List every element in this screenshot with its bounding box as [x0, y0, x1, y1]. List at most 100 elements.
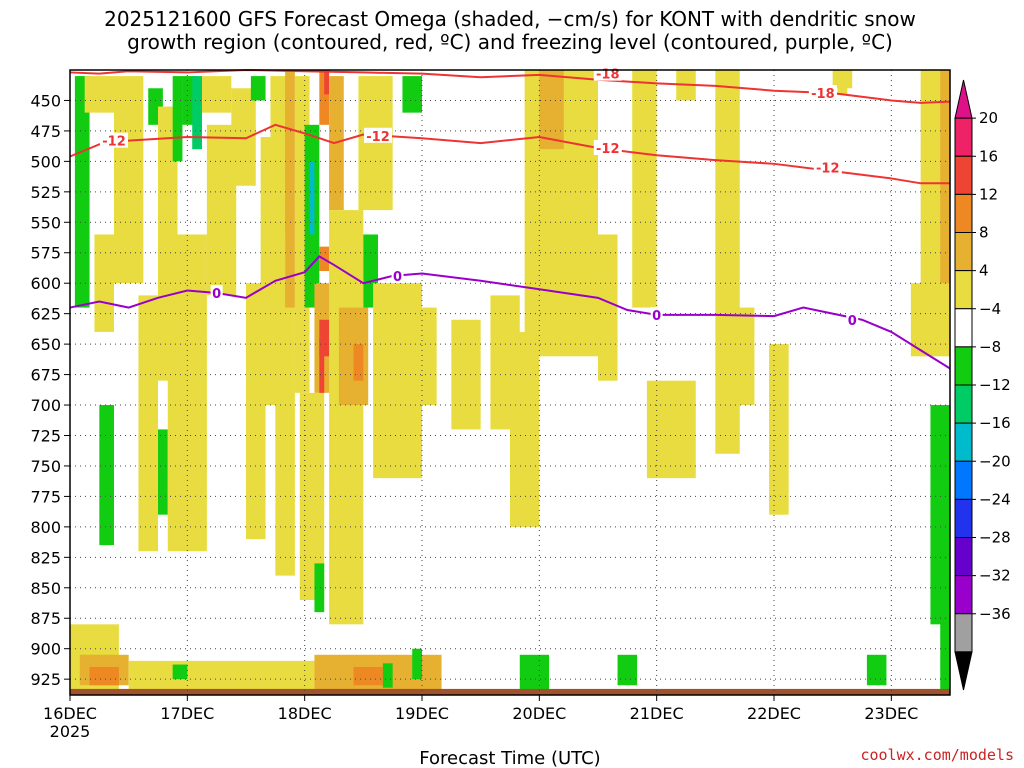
omega-cell	[646, 380, 696, 479]
omega-cell	[930, 405, 950, 625]
contour-label: 0	[393, 270, 402, 285]
contour-label: 0	[848, 314, 857, 329]
omega-cell	[382, 663, 393, 688]
omega-cell	[192, 76, 202, 150]
contour-label-bg	[846, 311, 859, 327]
y-tick-label: 525	[30, 183, 61, 202]
omega-cell	[319, 70, 330, 125]
colorbar-segment	[954, 498, 973, 538]
contour-label: -18	[596, 68, 620, 83]
contour-line	[69, 255, 951, 370]
colorbar-segment	[954, 117, 973, 157]
contour-label-bg	[100, 132, 128, 148]
contour-label: 0	[652, 309, 661, 324]
colorbar-label: −32	[979, 567, 1011, 585]
colorbar-segment	[954, 575, 973, 615]
y-tick-label: 475	[30, 122, 61, 141]
contour-label: 0	[212, 287, 221, 302]
colorbar-label: −24	[979, 490, 1011, 508]
omega-shading	[70, 70, 950, 695]
omega-cell	[519, 654, 550, 692]
colorbar-segment	[954, 270, 973, 310]
colorbar-label: 12	[979, 185, 998, 203]
omega-cell	[314, 563, 325, 613]
colorbar-label: 8	[979, 224, 989, 242]
y-tick-label: 650	[30, 335, 61, 354]
omega-cell	[769, 344, 789, 515]
colorbar-segment	[954, 613, 973, 653]
contour-label: -18	[811, 87, 835, 102]
colorbar-segment	[954, 308, 973, 348]
omega-cell	[539, 70, 564, 150]
omega-cell	[412, 307, 437, 406]
omega-cell	[158, 429, 168, 515]
y-tick-label: 550	[30, 213, 61, 232]
colorbar-label: −20	[979, 452, 1011, 470]
omega-cell	[412, 648, 422, 680]
omega-cell	[866, 654, 887, 686]
x-tick-label: 19DEC	[395, 704, 449, 723]
x-tick-label: 21DEC	[630, 704, 684, 723]
y-tick-label: 700	[30, 396, 61, 415]
omega-cell	[202, 76, 232, 113]
contour-lines: -18 -18 -12 -12 -12 -12 0 0 0 0	[69, 65, 951, 370]
x-tick-label: 17DEC	[160, 704, 214, 723]
y-tick-label: 900	[30, 640, 61, 659]
omega-cell	[353, 344, 364, 381]
omega-cell	[84, 76, 114, 113]
colorbar-label: −12	[979, 376, 1011, 394]
omega-cell	[598, 234, 618, 381]
colorbar-label: 16	[979, 147, 998, 165]
colorbar-segment	[954, 193, 973, 233]
y-tick-label: 500	[30, 152, 61, 171]
contour-label-bg	[650, 306, 663, 322]
contour-label: -12	[596, 142, 620, 157]
contour-label: -12	[366, 130, 390, 145]
omega-cell	[114, 76, 144, 284]
omega-cell	[837, 70, 848, 95]
omega-cell	[89, 666, 119, 686]
contour-label-bg	[391, 267, 404, 283]
y-tick-label: 925	[30, 670, 61, 689]
x-tick-label: 20DEC	[512, 704, 566, 723]
x-tick-label: 16DEC	[43, 704, 97, 723]
colorbar-top-arrow	[954, 79, 973, 119]
chart-title-line-1: 2025121600 GFS Forecast Omega (shaded, −…	[104, 7, 916, 31]
colorbar-label: −4	[979, 300, 1001, 318]
omega-cell	[632, 70, 657, 308]
y-tick-label: 625	[30, 305, 61, 324]
y-tick-label: 750	[30, 457, 61, 476]
y-tick-label: 775	[30, 487, 61, 506]
omega-cell	[172, 664, 188, 680]
omega-cell	[94, 234, 114, 332]
colorbar-segment	[954, 537, 973, 577]
contour-label: -12	[816, 161, 840, 176]
omega-cell	[138, 295, 158, 552]
contour-label: -12	[102, 135, 126, 150]
colorbar-segment	[954, 422, 973, 462]
colorbar-segment	[954, 155, 973, 195]
colorbar-segment	[954, 232, 973, 272]
omega-cell	[285, 70, 295, 308]
x-axis-ticks: 16DEC 17DEC 18DEC 19DEC 20DEC 21DEC 22DEC 23DEC	[43, 695, 918, 723]
omega-cell	[70, 688, 950, 695]
omega-cell	[353, 666, 383, 686]
omega-cell	[730, 307, 755, 406]
omega-cell	[358, 76, 393, 211]
colorbar: 20 16 12 8 4 −4 −8 −12 −16 −20 −24 −28 −32 −36	[954, 79, 1011, 691]
contour-line	[69, 68, 951, 104]
colorbar-label: −28	[979, 529, 1011, 547]
omega-cell	[324, 70, 330, 95]
x-axis-label: Forecast Time (UTC)	[419, 748, 600, 768]
omega-cell	[402, 76, 422, 113]
x-axis-year-label: 2025	[50, 722, 91, 741]
y-tick-label: 575	[30, 244, 61, 263]
omega-cell	[617, 654, 638, 686]
y-tick-label: 825	[30, 548, 61, 567]
colorbar-label: −36	[979, 605, 1011, 623]
y-tick-label: 800	[30, 518, 61, 537]
colorbar-label: 20	[979, 109, 998, 127]
x-tick-label: 23DEC	[864, 704, 918, 723]
contour-label-bg	[210, 284, 223, 300]
y-tick-label: 450	[30, 91, 61, 110]
